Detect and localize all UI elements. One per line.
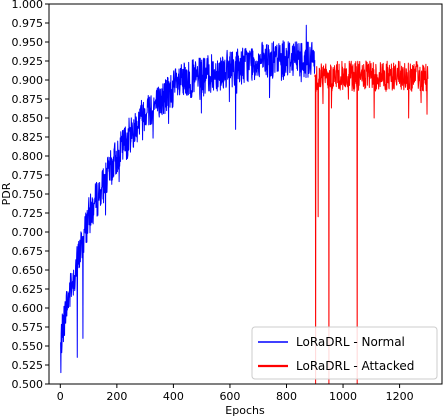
x-tick-label: 400: [163, 390, 184, 403]
y-tick-label: 0.775: [12, 169, 44, 182]
x-tick-label: 1200: [386, 390, 414, 403]
y-tick-label: 0.750: [12, 188, 44, 201]
x-axis-ticks: 0 200 400 600 800 1000 1200: [57, 384, 414, 403]
y-tick-label: 0.675: [12, 245, 44, 258]
y-tick-label: 0.900: [12, 74, 44, 87]
x-axis-title: Epochs: [225, 404, 265, 417]
y-tick-label: 0.550: [12, 340, 44, 353]
y-tick-label: 0.525: [12, 359, 44, 372]
y-tick-label: 0.600: [12, 302, 44, 315]
y-tick-label: 0.800: [12, 150, 44, 163]
legend: LoRaDRL - Normal LoRaDRL - Attacked: [251, 326, 438, 380]
series-layer: [60, 24, 429, 385]
legend-box: [251, 326, 438, 380]
y-tick-label: 0.575: [12, 321, 44, 334]
y-tick-label: 0.650: [12, 264, 44, 277]
x-tick-label: 600: [219, 390, 240, 403]
y-tick-label: 1.000: [12, 0, 44, 11]
x-tick-label: 1000: [329, 390, 357, 403]
series-line-attacked: [314, 60, 429, 385]
y-tick-label: 0.925: [12, 55, 44, 68]
y-axis-title: PDR: [0, 182, 13, 205]
x-tick-label: 800: [276, 390, 297, 403]
legend-label-normal: LoRaDRL - Normal: [296, 335, 405, 349]
y-tick-label: 0.825: [12, 131, 44, 144]
y-axis-ticks: 0.500 0.525 0.550 0.575 0.600 0.625 0.650 0.675…: [12, 0, 49, 391]
legend-label-attacked: LoRaDRL - Attacked: [296, 359, 414, 373]
x-tick-label: 0: [57, 390, 64, 403]
y-tick-label: 0.975: [12, 17, 44, 30]
y-tick-label: 0.500: [12, 378, 44, 391]
x-tick-label: 200: [106, 390, 127, 403]
y-tick-label: 0.875: [12, 93, 44, 106]
series-line-normal: [60, 24, 316, 374]
y-tick-label: 0.950: [12, 36, 44, 49]
y-tick-label: 0.625: [12, 283, 44, 296]
y-tick-label: 0.700: [12, 226, 44, 239]
y-tick-label: 0.850: [12, 112, 44, 125]
y-tick-label: 0.725: [12, 207, 44, 220]
